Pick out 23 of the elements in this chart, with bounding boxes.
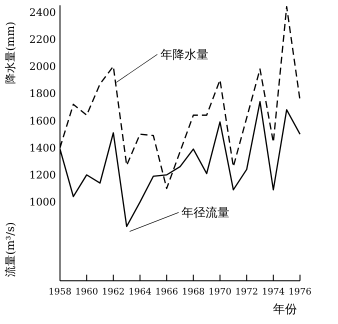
y-tick-label: 2400 bbox=[29, 6, 56, 19]
x-tick-label: 1972 bbox=[235, 288, 258, 298]
y-tick-label: 1000 bbox=[29, 196, 56, 209]
x-tick-label: 1976 bbox=[288, 288, 312, 298]
x-tick-label: 1960 bbox=[75, 288, 98, 298]
series-label: 年降水量 bbox=[160, 47, 208, 62]
y-tick-label: 2000 bbox=[29, 61, 56, 74]
y-tick-label: 2200 bbox=[29, 34, 56, 46]
y-tick-label: 1800 bbox=[29, 88, 56, 100]
x-tick-label: 1962 bbox=[102, 288, 125, 298]
x-tick-label: 1970 bbox=[208, 288, 232, 298]
x-tick-label: 1966 bbox=[155, 288, 178, 298]
y-axis-title: 降水量(mm) bbox=[4, 22, 17, 84]
y-tick-label: 1200 bbox=[29, 170, 56, 182]
x-tick-label: 1968 bbox=[182, 288, 206, 298]
x-tick-label: 1964 bbox=[128, 288, 152, 298]
x-axis-title: 年份 bbox=[273, 302, 297, 316]
y-tick-label: 1600 bbox=[29, 115, 56, 128]
text: 流量(m³/s) bbox=[4, 222, 17, 277]
x-tick-label: 1958 bbox=[48, 288, 72, 298]
y-tick-label: 1400 bbox=[29, 142, 56, 154]
series-label: 年径流量 bbox=[182, 205, 230, 220]
x-tick-label: 1974 bbox=[262, 288, 286, 298]
